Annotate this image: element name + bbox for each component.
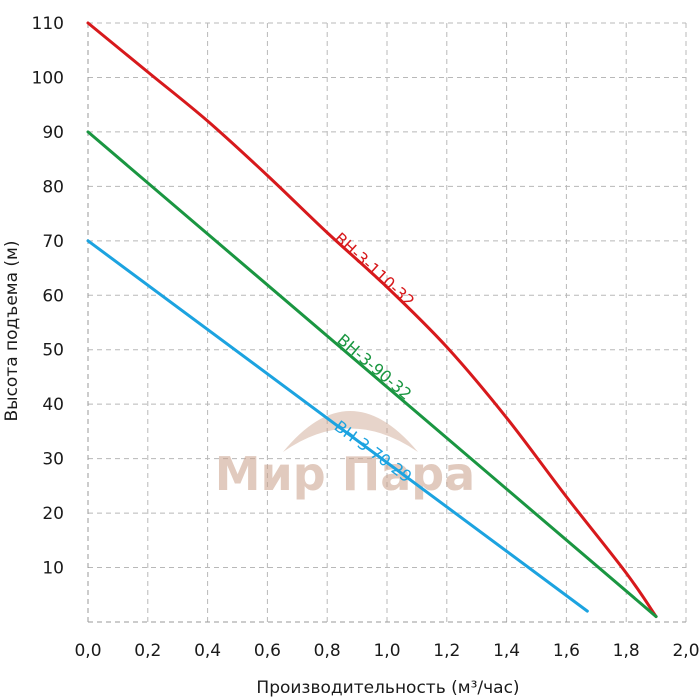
watermark: Мир Пара bbox=[215, 411, 475, 501]
x-tick-label: 0,0 bbox=[74, 641, 101, 661]
x-tick-label: 1,0 bbox=[373, 641, 400, 661]
watermark-text: Мир Пара bbox=[215, 447, 475, 501]
y-tick-label: 110 bbox=[32, 14, 64, 34]
x-tick-label: 0,4 bbox=[194, 641, 221, 661]
x-tick-label: 1,2 bbox=[433, 641, 460, 661]
x-axis-title: Производительность (м³/час) bbox=[256, 678, 519, 698]
y-tick-label: 50 bbox=[42, 341, 64, 361]
series-line bbox=[86, 239, 589, 613]
y-tick-label: 80 bbox=[42, 177, 64, 197]
series-label: ВН-3-90-32 bbox=[334, 330, 416, 404]
y-tick-label: 70 bbox=[42, 232, 64, 252]
y-tick-label: 10 bbox=[42, 559, 64, 579]
x-tick-label: 2,0 bbox=[672, 641, 699, 661]
y-tick-label: 90 bbox=[42, 123, 64, 143]
tick-labels: 0,0 0,2 0,4 0,6 0,8 1,0 1,2 1,4 1,6 1,8 2,0 10 20 30 4… bbox=[32, 14, 700, 661]
y-tick-label: 40 bbox=[42, 395, 64, 415]
y-tick-label: 100 bbox=[32, 68, 64, 88]
y-tick-label: 60 bbox=[42, 286, 64, 306]
watermark-arc bbox=[283, 411, 418, 452]
grid bbox=[88, 22, 687, 622]
x-tick-label: 1,4 bbox=[493, 641, 520, 661]
series-lines bbox=[86, 21, 658, 619]
y-axis-title: Высота подъема (м) bbox=[2, 240, 22, 421]
axes bbox=[87, 23, 686, 623]
y-tick-label: 30 bbox=[42, 450, 64, 470]
x-tick-label: 0,6 bbox=[254, 641, 281, 661]
x-tick-label: 0,8 bbox=[314, 641, 341, 661]
series-line bbox=[86, 130, 658, 619]
y-tick-label: 20 bbox=[42, 504, 64, 524]
x-tick-label: 1,8 bbox=[613, 641, 640, 661]
series-line bbox=[86, 21, 658, 619]
x-tick-label: 1,6 bbox=[553, 641, 580, 661]
x-tick-label: 0,2 bbox=[134, 641, 161, 661]
